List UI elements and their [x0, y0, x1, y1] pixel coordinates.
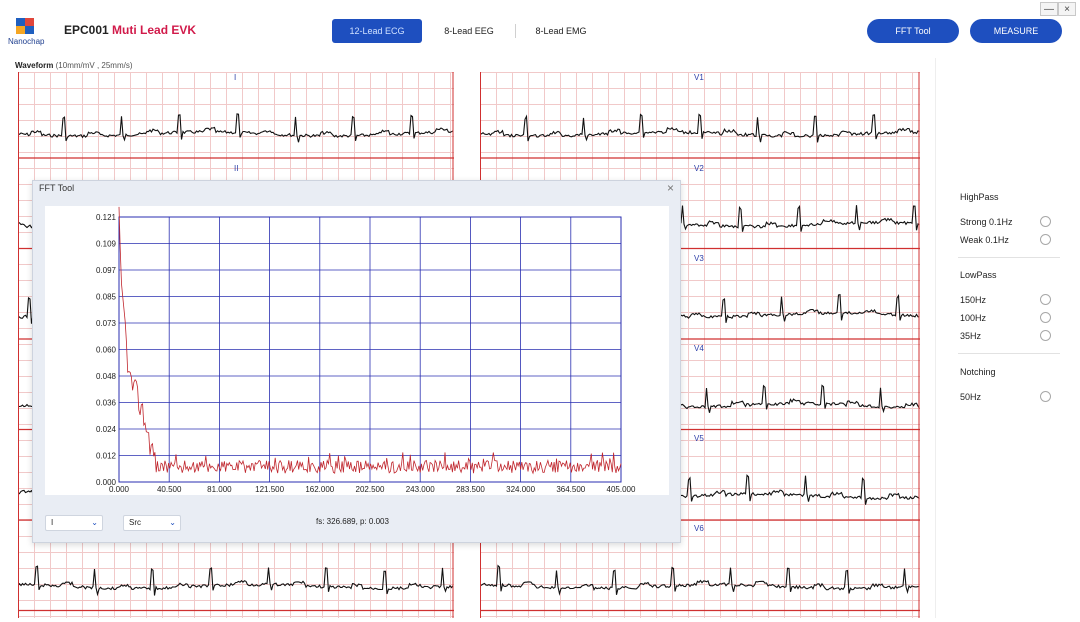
filter-panel: HighPass Strong 0.1Hz Weak 0.1Hz LowPass…: [948, 58, 1080, 618]
measure-button[interactable]: MEASURE: [970, 19, 1062, 43]
ecg-trace: [480, 564, 920, 596]
waveform-scale: (10mm/mV , 25mm/s): [55, 61, 133, 70]
tab-12-lead-ecg[interactable]: 12-Lead ECG: [332, 19, 422, 43]
lead-label-v1: V1: [694, 73, 704, 82]
y-tick-label: 0.060: [96, 346, 117, 355]
close-icon[interactable]: ×: [1058, 2, 1076, 16]
lead-label-ii: II: [234, 164, 239, 173]
tab-8-lead-eeg[interactable]: 8-Lead EEG: [444, 26, 494, 36]
y-tick-label: 0.109: [96, 240, 117, 249]
logo-text: Nanochap: [8, 37, 45, 46]
y-tick-label: 0.097: [96, 266, 117, 275]
tab-8-lead-emg[interactable]: 8-Lead EMG: [535, 26, 587, 36]
waveform-title-label: Waveform: [15, 61, 54, 70]
logo: Nanochap: [8, 18, 48, 48]
option-35hz: 35Hz: [960, 331, 982, 341]
lowpass-title: LowPass: [960, 270, 997, 280]
ecg-trace: [480, 113, 920, 143]
option-150hz: 150Hz: [960, 295, 987, 305]
app-title-accent: Muti Lead EVK: [112, 23, 197, 37]
lead-label-v6: V6: [694, 524, 704, 533]
chevron-down-icon: ⌄: [91, 518, 98, 527]
tab-separator: [515, 24, 516, 38]
x-tick-label: 405.000: [607, 485, 636, 494]
radio-weak-0-1hz[interactable]: [1040, 234, 1051, 245]
ecg-trace: [18, 113, 454, 143]
divider: [958, 353, 1060, 354]
y-tick-label: 0.121: [96, 213, 117, 222]
y-tick-label: 0.073: [96, 319, 117, 328]
x-tick-label: 121.500: [255, 485, 284, 494]
ecg-traces: [480, 72, 920, 618]
y-tick-label: 0.085: [96, 293, 117, 302]
ecg-trace: [18, 565, 454, 597]
app-title-main: EPC001: [64, 23, 109, 37]
fft-status: fs: 326.689, p: 0.003: [316, 517, 389, 526]
x-tick-label: 202.500: [356, 485, 385, 494]
lead-label-v2: V2: [694, 164, 704, 173]
x-tick-label: 364.500: [556, 485, 585, 494]
y-tick-label: 0.000: [96, 478, 117, 487]
lead-label-i: I: [234, 73, 237, 82]
lead-label-v3: V3: [694, 254, 704, 263]
option-weak-0-1hz: Weak 0.1Hz: [960, 235, 1009, 245]
chevron-down-icon: ⌄: [169, 518, 176, 527]
x-tick-label: 0.000: [109, 485, 130, 494]
x-tick-label: 324.000: [506, 485, 535, 494]
radio-strong-0-1hz[interactable]: [1040, 216, 1051, 227]
y-tick-label: 0.036: [96, 399, 117, 408]
lead-select-value: I: [51, 518, 54, 527]
fft-tool-dialog: FFT Tool × 0.000 40.500 81.000 121.500 162.0…: [32, 180, 681, 543]
y-tick-label: 0.012: [96, 452, 117, 461]
radio-100hz[interactable]: [1040, 312, 1051, 323]
lead-label-v5: V5: [694, 434, 704, 443]
notching-title: Notching: [960, 367, 996, 377]
close-icon[interactable]: ×: [666, 181, 674, 195]
x-tick-label: 243.000: [406, 485, 435, 494]
x-tick-label: 162.000: [305, 485, 334, 494]
x-tick-label: 40.500: [157, 485, 182, 494]
radio-150hz[interactable]: [1040, 294, 1051, 305]
waveform-title: Waveform (10mm/mV , 25mm/s): [15, 61, 133, 70]
x-tick-label: 283.500: [456, 485, 485, 494]
app-title: EPC001 Muti Lead EVK: [64, 23, 196, 37]
source-select[interactable]: Src ⌄: [123, 515, 181, 531]
option-50hz: 50Hz: [960, 392, 982, 402]
fft-chart: 0.000 40.500 81.000 121.500 162.000 202.500 24…: [96, 206, 636, 494]
source-select-value: Src: [129, 518, 141, 527]
x-tick-label: 81.000: [207, 485, 232, 494]
radio-50hz[interactable]: [1040, 391, 1051, 402]
option-100hz: 100Hz: [960, 313, 987, 323]
header: Nanochap EPC001 Muti Lead EVK 12-Lead EC…: [0, 0, 1080, 58]
highpass-title: HighPass: [960, 192, 999, 202]
fft-tool-button[interactable]: FFT Tool: [867, 19, 959, 43]
nanochap-logo-icon: [16, 18, 34, 34]
fft-plot: 0.000 40.500 81.000 121.500 162.000 202.500 24…: [45, 206, 669, 495]
fft-series: [118, 206, 622, 475]
lead-label-v4: V4: [694, 344, 704, 353]
y-tick-label: 0.048: [96, 372, 117, 381]
option-strong-0-1hz: Strong 0.1Hz: [960, 217, 1013, 227]
minimize-icon[interactable]: —: [1040, 2, 1058, 16]
radio-35hz[interactable]: [1040, 330, 1051, 341]
fft-dialog-title: FFT Tool: [39, 183, 75, 193]
divider: [958, 257, 1060, 258]
window-controls: — ×: [1040, 2, 1076, 16]
lead-select[interactable]: I ⌄: [45, 515, 103, 531]
y-tick-label: 0.024: [96, 425, 117, 434]
